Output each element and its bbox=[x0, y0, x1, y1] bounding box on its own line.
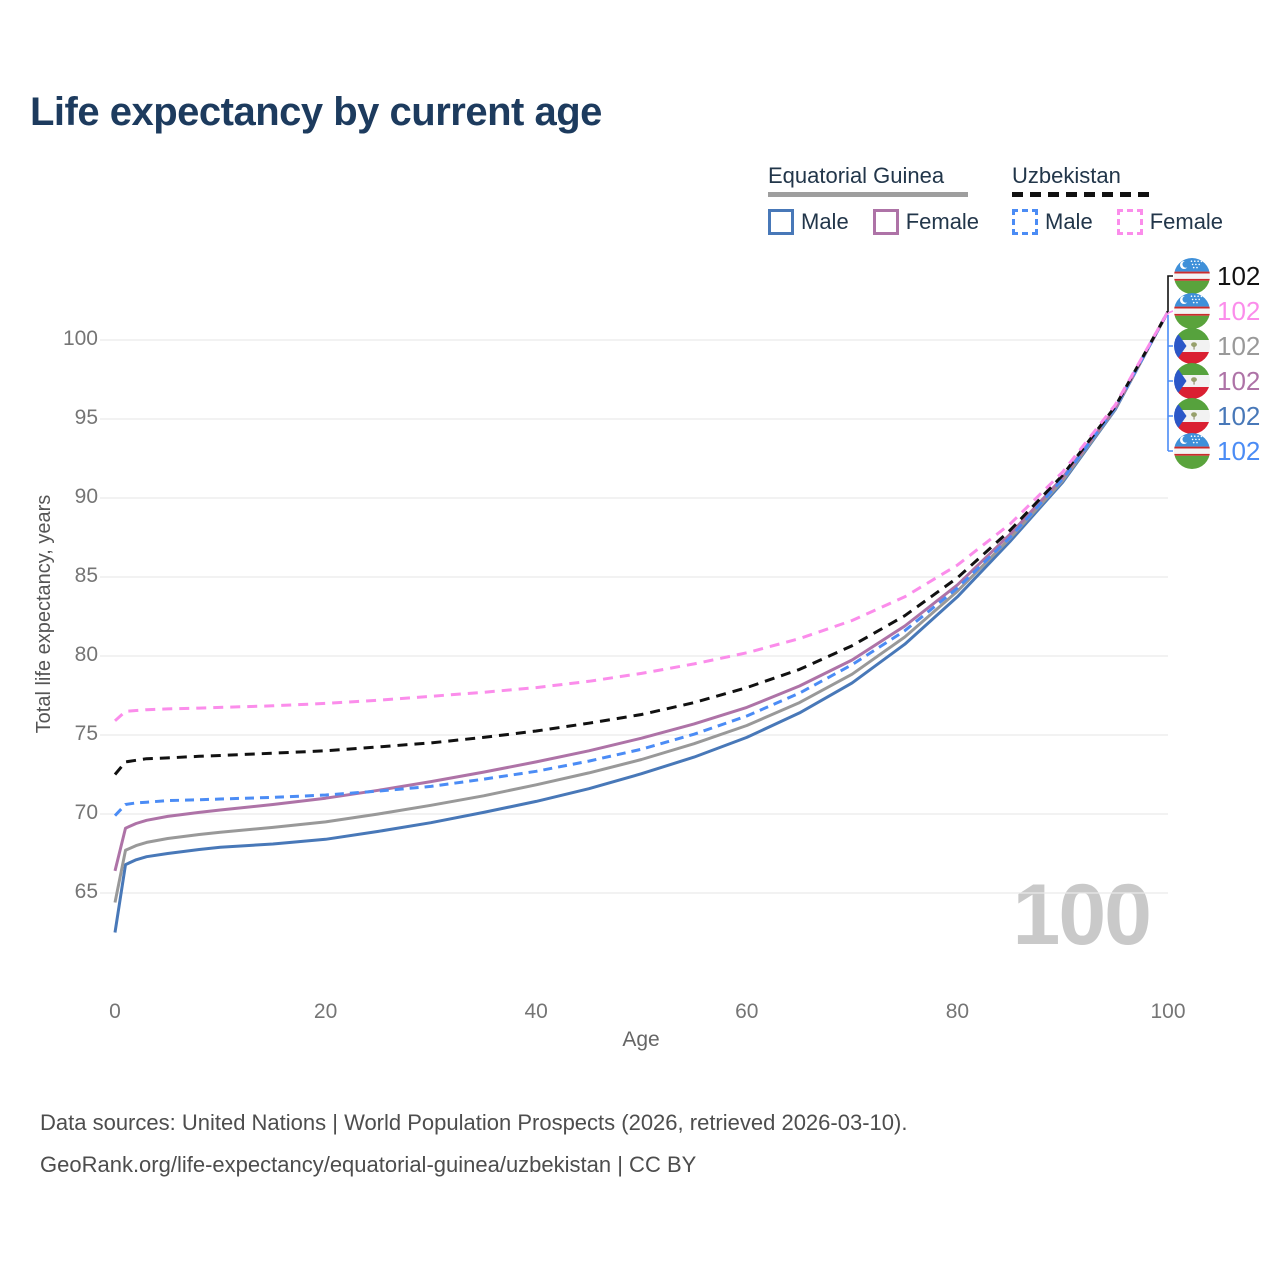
legend-swatch-uz-male bbox=[1012, 209, 1038, 235]
endpoint-label-uzbekistan-male: 102 bbox=[1174, 433, 1260, 469]
footer-data-sources: Data sources: United Nations | World Pop… bbox=[40, 1110, 908, 1135]
endpoint-value: 102 bbox=[1217, 401, 1261, 431]
uzbekistan-flag-icon bbox=[1174, 258, 1210, 294]
legend-item-uz-female[interactable]: Female bbox=[1116, 209, 1224, 235]
legend-group-equatorial-guinea: Equatorial Guinea Male Female bbox=[768, 163, 979, 235]
endpoint-value: 102 bbox=[1217, 331, 1261, 361]
legend-label-eq-female: Female bbox=[905, 209, 980, 234]
connector-mid bbox=[1167, 310, 1174, 314]
series-line-uzbekistan-female bbox=[113, 310, 1170, 722]
connector-bottom bbox=[1167, 315, 1173, 452]
uzbekistan-flag-icon bbox=[1174, 433, 1210, 469]
y-tick-label-90: 90 bbox=[74, 485, 98, 508]
legend-group-uzbekistan: Uzbekistan Male Female bbox=[1012, 163, 1223, 235]
endpoint-value: 102 bbox=[1217, 261, 1261, 291]
legend-item-eq-female[interactable]: Female bbox=[872, 209, 980, 235]
endpoint-label-uzbekistan: 102 bbox=[1174, 258, 1260, 294]
y-tick-label-95: 95 bbox=[74, 406, 98, 429]
legend-swatch-uz-female bbox=[1116, 209, 1143, 235]
legend-swatch-eq-male bbox=[768, 209, 794, 235]
legend-swatch-eq-female bbox=[872, 209, 899, 235]
y-tick-label-65: 65 bbox=[74, 880, 98, 903]
y-tick-label-85: 85 bbox=[74, 564, 98, 587]
connector-top bbox=[1167, 275, 1173, 313]
y-tick-label-80: 80 bbox=[74, 643, 98, 666]
x-tick-label-60: 60 bbox=[735, 1000, 759, 1023]
footer-attribution: GeoRank.org/life-expectancy/equatorial-g… bbox=[40, 1152, 697, 1177]
legend-country-equatorial-guinea[interactable]: Equatorial Guinea bbox=[768, 163, 979, 197]
legend-label-uz-male: Male bbox=[1045, 209, 1093, 234]
x-tick-label-80: 80 bbox=[945, 1000, 970, 1023]
endpoint-label-equatorial-guinea: 102 bbox=[1174, 328, 1260, 364]
uzbekistan-flag-icon bbox=[1174, 293, 1210, 329]
y-tick-label-100: 100 bbox=[62, 327, 98, 350]
endpoint-value: 102 bbox=[1217, 366, 1261, 396]
series-line-uzbekistan bbox=[113, 310, 1170, 776]
legend-country-label: Equatorial Guinea bbox=[768, 163, 945, 188]
y-tick-label-75: 75 bbox=[74, 722, 98, 745]
equatorial-guinea-flag-icon bbox=[1174, 363, 1210, 399]
legend-label-eq-male: Male bbox=[801, 209, 849, 234]
endpoint-label-equatorial-guinea-male: 102 bbox=[1174, 398, 1260, 434]
legend-underline-solid bbox=[768, 192, 968, 197]
x-tick-label-20: 20 bbox=[313, 1000, 338, 1023]
legend-underline-dashed bbox=[1012, 192, 1150, 197]
equatorial-guinea-flag-icon bbox=[1174, 328, 1210, 364]
legend-label-uz-female: Female bbox=[1149, 209, 1224, 234]
endpoint-value: 102 bbox=[1217, 296, 1261, 326]
x-axis-title: Age bbox=[622, 1028, 660, 1051]
current-age-watermark: 100 bbox=[1012, 867, 1153, 963]
legend-item-eq-male[interactable]: Male bbox=[768, 209, 849, 235]
y-tick-label-70: 70 bbox=[74, 801, 98, 824]
series-line-equatorial-guinea bbox=[113, 310, 1170, 903]
chart-canvas bbox=[100, 275, 1174, 933]
endpoint-label-uzbekistan-female: 102 bbox=[1174, 293, 1260, 329]
legend-country-uzbekistan[interactable]: Uzbekistan bbox=[1012, 163, 1223, 197]
endpoint-value: 102 bbox=[1217, 436, 1261, 466]
x-tick-label-0: 0 bbox=[109, 1000, 121, 1023]
legend-item-uz-male[interactable]: Male bbox=[1012, 209, 1093, 235]
x-tick-label-40: 40 bbox=[524, 1000, 548, 1023]
equatorial-guinea-flag-icon bbox=[1174, 398, 1210, 434]
series-line-uzbekistan-male bbox=[113, 310, 1170, 817]
x-tick-label-100: 100 bbox=[1150, 1000, 1186, 1023]
endpoint-label-equatorial-guinea-female: 102 bbox=[1174, 363, 1260, 399]
series-line-equatorial-guinea-female bbox=[113, 310, 1170, 872]
legend-country-label: Uzbekistan bbox=[1012, 163, 1121, 188]
series-line-equatorial-guinea-male bbox=[113, 310, 1170, 933]
page-title: Life expectancy by current age bbox=[30, 90, 602, 134]
